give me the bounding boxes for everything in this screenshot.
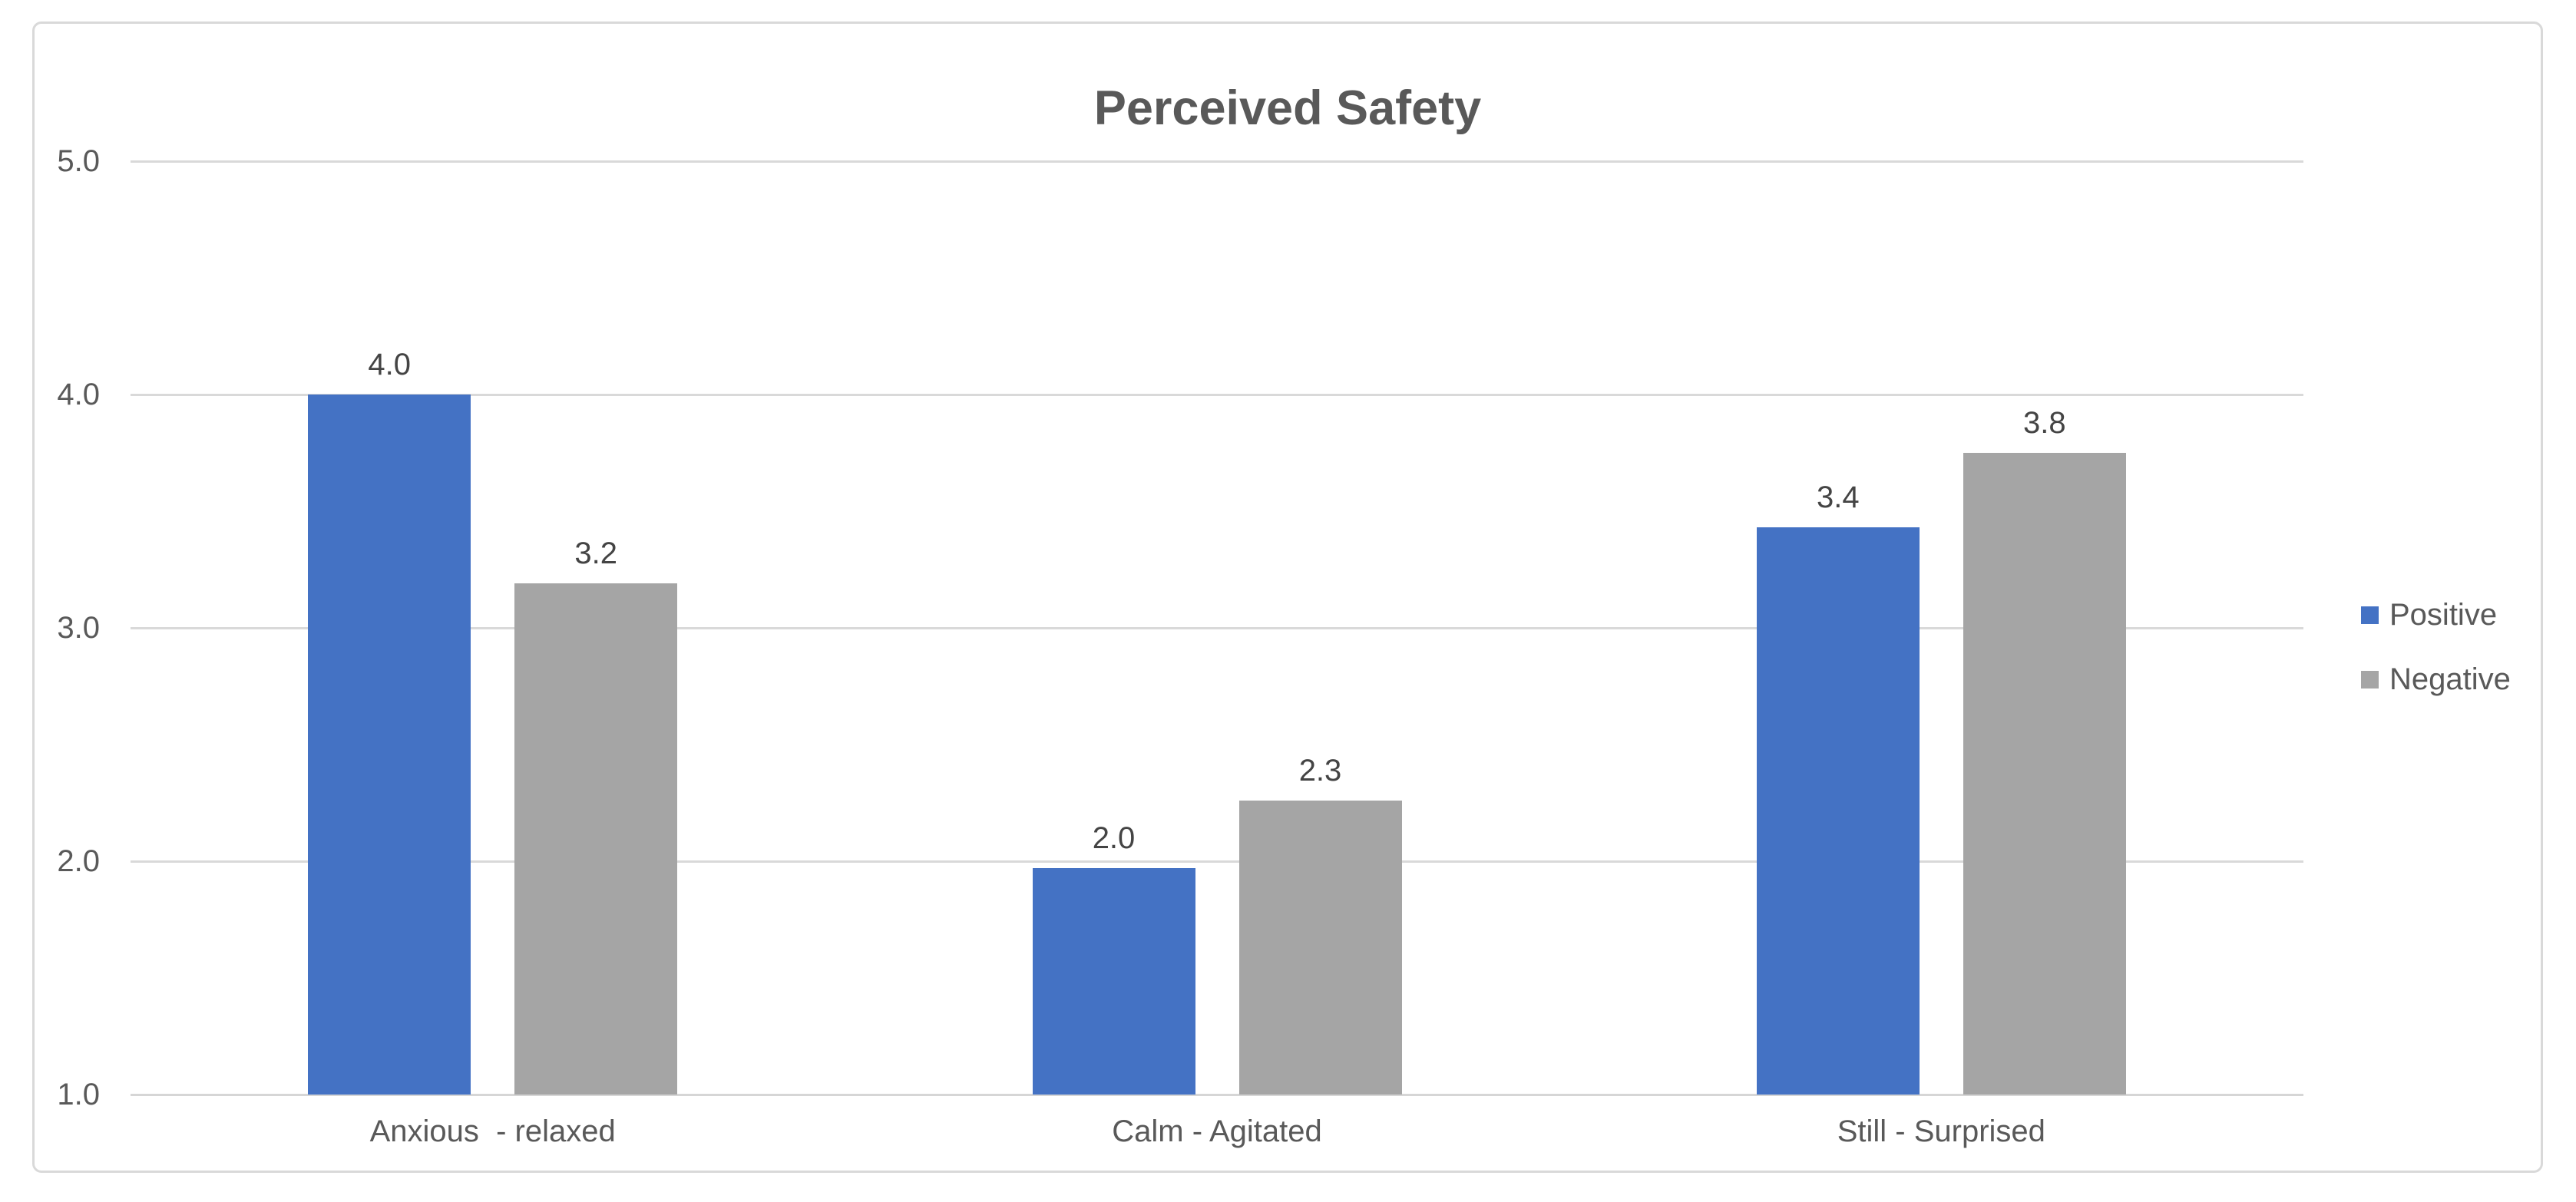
y-axis-tick-label: 5.0	[57, 144, 100, 178]
data-label-negative-calm-agitated: 2.3	[1298, 753, 1342, 788]
bar-positive-calm-agitated[interactable]	[1032, 868, 1195, 1095]
legend-swatch-positive	[2361, 606, 2379, 624]
data-label-negative-anxious-relaxed: 3.2	[574, 537, 617, 571]
x-axis-category-label-anxious-relaxed: Anxious - relaxed	[369, 1114, 616, 1148]
data-label-positive-still-surprised: 3.4	[1817, 480, 1860, 515]
x-axis-line	[131, 1094, 2303, 1096]
bar-positive-anxious-relaxed[interactable]	[308, 395, 471, 1095]
y-axis-tick-label: 4.0	[57, 378, 100, 411]
chart-frame: Perceived Safety Positive Negative 5.0 4.0…	[32, 21, 2543, 1173]
legend-entry-positive[interactable]: Positive	[2361, 598, 2511, 632]
bar-negative-anxious-relaxed[interactable]	[514, 583, 678, 1095]
legend-entry-negative[interactable]: Negative	[2361, 662, 2511, 696]
chart-title: Perceived Safety	[1093, 81, 1482, 135]
data-label-negative-still-surprised: 3.8	[2023, 406, 2066, 440]
bar-negative-still-surprised[interactable]	[1963, 453, 2126, 1095]
y-gridline	[131, 627, 2303, 629]
y-axis-tick-label: 2.0	[57, 844, 100, 878]
x-axis-category-label-calm-agitated: Calm - Agitated	[1112, 1114, 1322, 1148]
bar-positive-still-surprised[interactable]	[1756, 527, 1920, 1095]
data-label-positive-anxious-relaxed: 4.0	[368, 348, 411, 381]
data-label-positive-calm-agitated: 2.0	[1092, 821, 1136, 856]
y-axis-tick-label: 3.0	[57, 611, 100, 645]
bar-negative-calm-agitated[interactable]	[1238, 800, 1402, 1095]
x-axis-category-label-still-surprised: Still - Surprised	[1837, 1114, 2045, 1148]
y-gridline	[131, 394, 2303, 396]
legend-label-negative: Negative	[2389, 662, 2511, 696]
legend-swatch-negative	[2361, 670, 2379, 689]
y-gridline	[131, 160, 2303, 163]
y-gridline	[131, 860, 2303, 863]
legend-label-positive: Positive	[2389, 598, 2498, 632]
y-axis-tick-label: 1.0	[57, 1078, 100, 1111]
legend: Positive Negative	[2361, 598, 2511, 696]
